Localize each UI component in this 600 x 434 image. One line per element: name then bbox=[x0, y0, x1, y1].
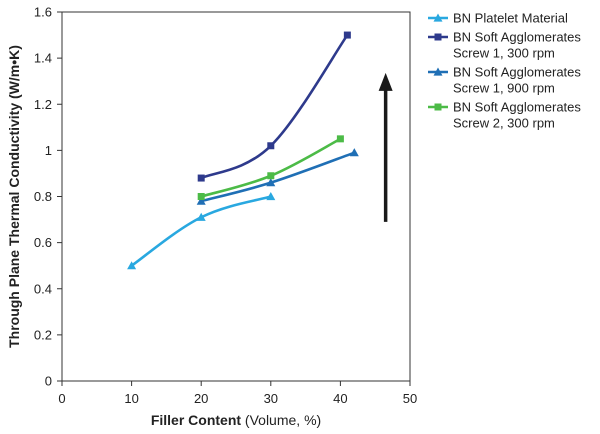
legend-marker bbox=[434, 103, 442, 111]
legend-label: BN Soft Agglomerates bbox=[453, 30, 581, 45]
data-point bbox=[127, 261, 137, 270]
y-tick-label: 0.2 bbox=[34, 327, 52, 342]
up-arrow bbox=[378, 72, 393, 222]
series-4 bbox=[197, 135, 344, 200]
data-point bbox=[349, 148, 359, 157]
legend-marker bbox=[433, 67, 443, 76]
x-tick-label: 20 bbox=[194, 391, 208, 406]
y-tick-label: 1.4 bbox=[34, 51, 52, 66]
series-line bbox=[199, 33, 349, 180]
y-tick-label: 0.6 bbox=[34, 235, 52, 250]
legend-label: BN Platelet Material bbox=[453, 11, 568, 26]
plot-frame bbox=[61, 11, 411, 382]
y-tick-label: 0 bbox=[45, 374, 52, 389]
legend-label: Screw 1, 300 rpm bbox=[453, 46, 555, 61]
y-tick-label: 1.2 bbox=[34, 97, 52, 112]
data-point bbox=[267, 172, 275, 180]
annotation-layer bbox=[378, 72, 393, 222]
series-line bbox=[199, 151, 356, 203]
data-point bbox=[266, 192, 276, 201]
x-tick-label: 0 bbox=[58, 391, 65, 406]
arrow-head bbox=[378, 72, 393, 91]
x-tick-label: 50 bbox=[403, 391, 417, 406]
x-tick-label: 10 bbox=[124, 391, 138, 406]
y-tick-label: 1 bbox=[45, 143, 52, 158]
series-2 bbox=[197, 31, 351, 182]
data-point bbox=[196, 196, 206, 205]
data-point bbox=[197, 174, 205, 182]
series-3 bbox=[196, 148, 359, 205]
x-tick-label: 40 bbox=[333, 391, 347, 406]
x-axis-title-units: (Volume, %) bbox=[241, 412, 321, 428]
data-point bbox=[266, 178, 276, 187]
legend-label: Screw 2, 300 rpm bbox=[453, 116, 555, 131]
data-point bbox=[196, 212, 206, 221]
series-layer bbox=[127, 31, 359, 270]
legend-marker bbox=[434, 33, 442, 41]
axes: 0 0.2 0.4 0.6 0.8 1 1.2 1.4 1.6 0 10 20 30 40 50 Filler… bbox=[6, 5, 417, 429]
legend-label: BN Soft Agglomerates bbox=[453, 65, 581, 80]
data-point bbox=[343, 31, 351, 39]
x-axis-title: Filler Content (Volume, %) bbox=[151, 412, 321, 428]
data-point bbox=[336, 135, 344, 143]
series-line bbox=[130, 195, 273, 267]
data-point bbox=[197, 193, 205, 200]
legend-marker bbox=[433, 13, 443, 22]
legend-label: Screw 1, 900 rpm bbox=[453, 81, 555, 96]
legend-entry-1: BN Platelet Material bbox=[428, 11, 568, 26]
y-tick-label: 1.6 bbox=[34, 5, 52, 20]
x-axis-title-bold: Filler Content bbox=[151, 412, 242, 428]
y-tick-label: 0.8 bbox=[34, 189, 52, 204]
y-axis-title: Through Plane Thermal Conductivity (W/m•… bbox=[6, 45, 22, 348]
series-1 bbox=[127, 192, 276, 270]
legend-label: BN Soft Agglomerates bbox=[453, 100, 581, 115]
x-tick-label: 30 bbox=[264, 391, 278, 406]
data-point bbox=[267, 142, 275, 150]
legend: BN Platelet Material BN Soft Agglomerates… bbox=[428, 11, 581, 131]
y-tick-label: 0.4 bbox=[34, 281, 52, 296]
